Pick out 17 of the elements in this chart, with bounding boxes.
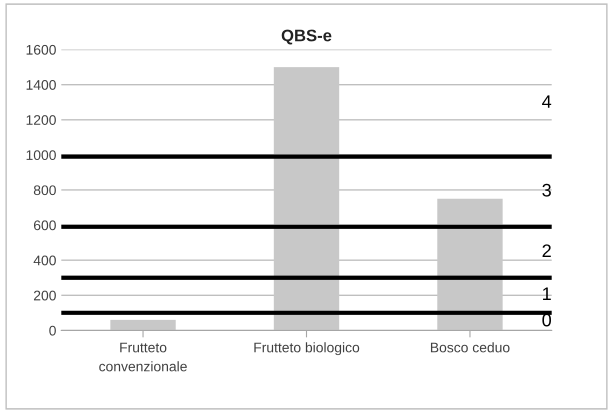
chart-title: QBS-e bbox=[282, 30, 332, 45]
y-tick-label: 1200 bbox=[26, 115, 56, 125]
y-tick-label: 600 bbox=[34, 220, 56, 230]
y-tick-label: 1400 bbox=[26, 80, 56, 90]
x-tick-label: Frutteto biologico bbox=[254, 342, 360, 356]
y-tick-label: 400 bbox=[34, 256, 56, 266]
annotation: 4 bbox=[542, 95, 552, 108]
y-tick-label: 0 bbox=[49, 326, 56, 336]
y-tick-label: 1000 bbox=[26, 150, 56, 160]
y-tick-label: 1600 bbox=[26, 44, 56, 55]
annotation: 2 bbox=[542, 244, 551, 257]
x-tick-label: Frutteto convenzionale bbox=[99, 342, 187, 372]
annotation: 1 bbox=[543, 288, 551, 300]
annotation: 3 bbox=[542, 184, 551, 197]
x-tick-label: Bosco ceduo bbox=[430, 342, 510, 352]
y-tick-label: 800 bbox=[34, 185, 56, 196]
y-tick-label: 200 bbox=[34, 290, 56, 300]
